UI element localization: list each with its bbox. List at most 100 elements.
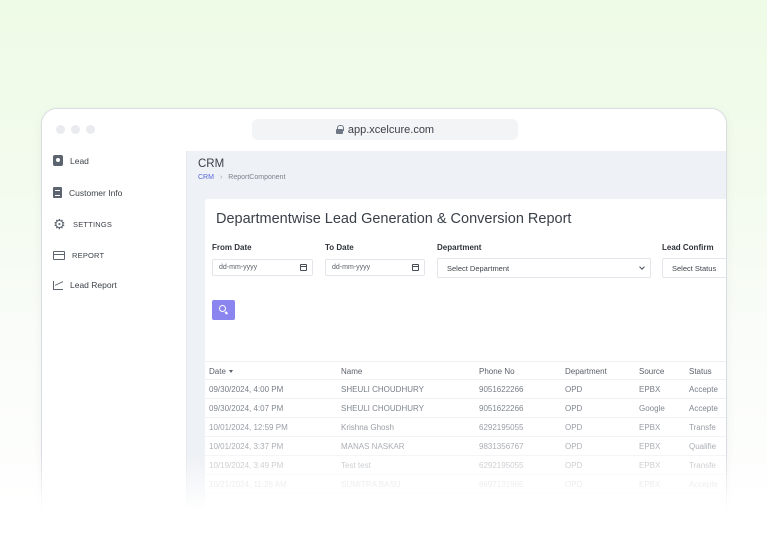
table-row[interactable]: 09/30/2024, 4:07 PM SHEULI CHOUDHURY 905… <box>205 399 726 418</box>
lead-confirmation-label: Lead Confirm <box>662 243 714 252</box>
cell-department: OPD <box>565 480 583 489</box>
cell-status: Qualifie <box>689 442 717 451</box>
department-select[interactable]: Select Department <box>437 258 651 278</box>
cell-source: EPBX <box>639 442 661 451</box>
from-date-label: From Date <box>212 243 252 252</box>
cell-status: Transfe <box>689 423 716 432</box>
cell-phone: 6292195055 <box>479 461 524 470</box>
browser-window: app.xcelcure.com Lead Customer Info ⚙ SE… <box>41 108 727 535</box>
sort-down-icon[interactable] <box>228 370 233 374</box>
window-maximize-dot[interactable] <box>86 125 95 134</box>
cell-status: Accepte <box>689 480 718 489</box>
search-button[interactable] <box>212 300 235 320</box>
breadcrumb-link-crm[interactable]: CRM <box>198 174 214 181</box>
cell-phone: 9051622266 <box>479 404 524 413</box>
to-date-label: To Date <box>325 243 354 252</box>
table-header-row: Date Name Phone No Department Source Sta… <box>205 361 726 380</box>
document-icon <box>53 187 62 198</box>
user-badge-icon <box>53 155 63 166</box>
chevron-down-icon <box>639 264 645 270</box>
lead-confirmation-select[interactable]: Select Status <box>662 258 726 278</box>
cell-status: Transfe <box>689 461 716 470</box>
breadcrumb-current: ReportComponent <box>228 174 286 181</box>
sidebar-item-label: SETTINGS <box>73 220 113 229</box>
lead-confirmation-select-value: Select Status <box>672 263 717 273</box>
cell-name: Krishna Ghosh <box>341 423 394 432</box>
window-close-dot[interactable] <box>56 125 65 134</box>
cell-date: 09/30/2024, 4:07 PM <box>209 404 284 413</box>
department-select-value: Select Department <box>447 263 510 273</box>
sidebar: Lead Customer Info ⚙ SETTINGS REPORT Lea… <box>42 151 187 535</box>
cell-name: SHEULI CHOUDHURY <box>341 385 424 394</box>
cell-phone: 9831356767 <box>479 442 524 451</box>
table-row[interactable]: 10/01/2024, 12:59 PM Krishna Ghosh 62921… <box>205 418 726 437</box>
cell-department: OPD <box>565 385 583 394</box>
cell-department: OPD <box>565 442 583 451</box>
cell-department: OPD <box>565 423 583 432</box>
page-title: CRM <box>198 158 225 170</box>
leads-table: Date Name Phone No Department Source Sta… <box>205 361 726 494</box>
sidebar-item-lead[interactable]: Lead <box>53 155 89 166</box>
sidebar-item-label: Lead <box>70 155 89 166</box>
column-header-name[interactable]: Name <box>341 367 363 376</box>
report-card: Departmentwise Lead Generation & Convers… <box>205 199 726 535</box>
sidebar-item-customer-info[interactable]: Customer Info <box>53 187 122 198</box>
table-row[interactable]: 10/21/2024, 11:26 AM SUMITRA BASU 869713… <box>205 475 726 494</box>
cell-name: MANAS NASKAR <box>341 442 405 451</box>
sidebar-item-label: Customer Info <box>69 187 123 198</box>
cell-source: Google <box>639 404 665 413</box>
cell-source: EPBX <box>639 423 661 432</box>
breadcrumb: CRM › ReportComponent <box>198 174 286 181</box>
cell-date: 10/19/2024, 3:49 PM <box>209 461 284 470</box>
table-row[interactable]: 10/19/2024, 3:49 PM Test test 6292195055… <box>205 456 726 475</box>
search-icon <box>219 305 226 312</box>
cell-phone: 9051622266 <box>479 385 524 394</box>
cell-department: OPD <box>565 404 583 413</box>
browser-titlebar: app.xcelcure.com <box>42 109 726 151</box>
table-row[interactable]: 10/01/2024, 3:37 PM MANAS NASKAR 9831356… <box>205 437 726 456</box>
cell-phone: 6292195055 <box>479 423 524 432</box>
sidebar-item-lead-report[interactable]: Lead Report <box>53 280 117 290</box>
to-date-input[interactable]: dd-mm-yyyy <box>325 259 425 276</box>
cell-status: Accepte <box>689 385 718 394</box>
cell-date: 09/30/2024, 4:00 PM <box>209 385 284 394</box>
window-controls <box>56 125 95 134</box>
sidebar-item-label: REPORT <box>72 251 105 260</box>
column-header-status[interactable]: Status <box>689 367 712 376</box>
cell-department: OPD <box>565 461 583 470</box>
gear-icon: ⚙ <box>53 216 66 232</box>
page-header: CRM CRM › ReportComponent <box>198 158 286 181</box>
cell-source: EPBX <box>639 480 661 489</box>
cell-source: EPBX <box>639 461 661 470</box>
cell-source: EPBX <box>639 385 661 394</box>
lock-icon <box>335 125 344 134</box>
line-chart-icon <box>53 280 63 290</box>
sidebar-item-settings[interactable]: ⚙ SETTINGS <box>53 216 113 232</box>
address-bar[interactable]: app.xcelcure.com <box>252 119 518 140</box>
from-date-input[interactable]: dd-mm-yyyy <box>212 259 313 276</box>
calendar-icon[interactable] <box>412 264 419 271</box>
cell-phone: 8697131965 <box>479 480 524 489</box>
sidebar-item-label: Lead Report <box>70 280 117 290</box>
to-date-placeholder: dd-mm-yyyy <box>332 264 371 271</box>
sidebar-item-report[interactable]: REPORT <box>53 251 104 260</box>
column-header-date[interactable]: Date <box>209 367 233 376</box>
window-minimize-dot[interactable] <box>71 125 80 134</box>
column-header-source[interactable]: Source <box>639 367 665 376</box>
table-row[interactable]: 09/30/2024, 4:00 PM SHEULI CHOUDHURY 905… <box>205 380 726 399</box>
cell-date: 10/21/2024, 11:26 AM <box>209 480 287 489</box>
column-header-phone[interactable]: Phone No <box>479 367 515 376</box>
cell-date: 10/01/2024, 12:59 PM <box>209 423 288 432</box>
cell-name: SHEULI CHOUDHURY <box>341 404 424 413</box>
report-icon <box>53 251 65 260</box>
cell-name: SUMITRA BASU <box>341 480 401 489</box>
calendar-icon[interactable] <box>300 264 307 271</box>
cell-status: Accepte <box>689 404 718 413</box>
report-title: Departmentwise Lead Generation & Convers… <box>216 211 572 227</box>
cell-date: 10/01/2024, 3:37 PM <box>209 442 284 451</box>
url-text: app.xcelcure.com <box>347 123 435 136</box>
department-label: Department <box>437 243 482 252</box>
breadcrumb-separator-icon: › <box>219 174 223 181</box>
from-date-placeholder: dd-mm-yyyy <box>219 264 258 271</box>
column-header-department[interactable]: Department <box>565 367 607 376</box>
